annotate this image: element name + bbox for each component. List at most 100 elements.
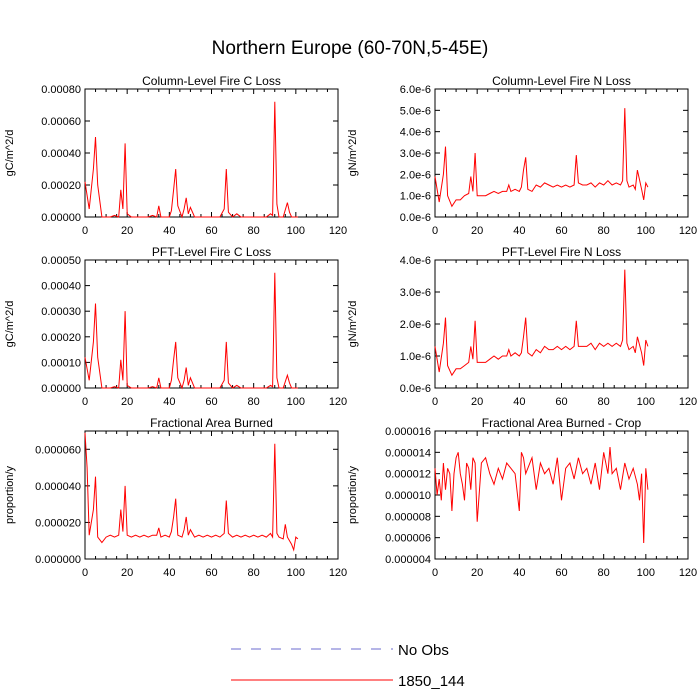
x-tick-label: 20 [121,225,133,237]
y-axis-label: proportion/y [4,465,16,524]
x-tick-label: 60 [555,567,567,579]
y-tick-label: 4.0e-6 [400,255,431,267]
x-tick-label: 80 [248,225,260,237]
legend-label-2: 1850_144 [398,673,465,690]
y-tick-label: 4.0e-6 [400,127,431,139]
series-line-1850_144 [84,272,298,390]
y-tick-label: 0.00030 [41,306,81,318]
x-tick-label: 60 [555,225,567,237]
x-tick-label: 0 [82,396,88,408]
series-line-1850_144 [434,108,649,208]
y-tick-label: 0.000004 [385,554,431,566]
x-tick-label: 40 [513,225,525,237]
panel-title: Column-Level Fire N Loss [492,74,631,88]
chart-panel-3: PFT-Level Fire C Loss 0 20 40 60 80 100 120 0.00… [4,245,347,408]
x-tick-label: 40 [163,396,175,408]
x-tick-label: 100 [287,567,305,579]
y-tick-label: 0.00040 [41,148,81,160]
x-tick-label: 40 [513,396,525,408]
y-tick-label: 6.0e-6 [400,84,431,96]
panel-title: PFT-Level Fire C Loss [152,245,271,259]
x-tick-label: 20 [471,225,483,237]
y-tick-label: 0.00000 [41,383,81,395]
chart-panel-5: Fractional Area Burned 0 20 40 60 80 100 120 0.0… [4,416,347,579]
series-line-1850_144 [84,101,298,219]
y-tick-label: 0.000016 [385,426,431,438]
y-tick-label: 1.0e-6 [400,351,431,363]
chart-panel-4: PFT-Level Fire N Loss 0 20 40 60 80 100 120 0.0e… [347,245,697,408]
x-tick-label: 100 [637,225,655,237]
x-tick-label: 60 [205,396,217,408]
x-tick-label: 100 [637,567,655,579]
y-tick-label: 0.00040 [41,281,81,293]
y-tick-label: 0.000012 [385,469,431,481]
y-tick-label: 0.000010 [385,490,431,502]
panel-title: Fractional Area Burned [150,416,273,430]
x-tick-label: 100 [287,396,305,408]
y-axis-label: gN/m^2/d [347,130,359,177]
y-tick-label: 0.000014 [385,447,431,459]
x-tick-label: 20 [471,396,483,408]
x-tick-label: 120 [329,567,347,579]
x-tick-label: 80 [598,396,610,408]
x-tick-label: 120 [679,225,697,237]
series-line-1850_144 [434,269,649,377]
plot-frame [434,259,689,389]
x-tick-label: 20 [121,567,133,579]
y-axis-label: proportion/y [347,465,359,524]
y-tick-label: 3.0e-6 [400,148,431,160]
x-tick-label: 80 [248,396,260,408]
x-tick-label: 60 [205,567,217,579]
y-tick-label: 3.0e-6 [400,287,431,299]
y-tick-label: 0.000060 [35,444,81,456]
x-tick-label: 80 [598,567,610,579]
y-tick-label: 2.0e-6 [400,319,431,331]
panel-title: Fractional Area Burned - Crop [482,416,642,430]
legend: No Obs 1850_144 [231,642,465,690]
x-tick-label: 120 [329,396,347,408]
plot-frame [434,88,689,218]
x-tick-label: 0 [432,396,438,408]
y-axis-label: gC/m^2/d [4,301,16,348]
x-tick-label: 60 [205,225,217,237]
x-tick-label: 40 [163,225,175,237]
x-tick-label: 120 [679,396,697,408]
chart-panel-6: Fractional Area Burned - Crop 0 20 40 60 80 10… [347,416,697,579]
x-tick-label: 60 [555,396,567,408]
x-tick-label: 80 [598,225,610,237]
chart-panel-1: Column-Level Fire C Loss 0 20 40 60 80 100 120 0… [4,74,347,237]
y-tick-label: 0.000008 [385,511,431,523]
y-tick-label: 0.00060 [41,116,81,128]
y-tick-label: 0.00020 [41,180,81,192]
x-tick-label: 40 [513,567,525,579]
panel-title: Column-Level Fire C Loss [142,74,281,88]
chart-panel-2: Column-Level Fire N Loss 0 20 40 60 80 100 120 0… [347,74,697,237]
y-axis-label: gC/m^2/d [4,130,16,177]
panel-title: PFT-Level Fire N Loss [502,245,621,259]
y-tick-label: 2.0e-6 [400,169,431,181]
y-tick-label: 0.000020 [35,517,81,529]
x-tick-label: 0 [82,225,88,237]
y-tick-label: 0.000006 [385,533,431,545]
x-tick-label: 0 [432,225,438,237]
figure-title: Northern Europe (60-70N,5-45E) [211,38,489,59]
x-tick-label: 20 [471,567,483,579]
y-tick-label: 0.00050 [41,255,81,267]
series-line-1850_144 [84,432,299,552]
y-tick-label: 0.0e-6 [400,212,431,224]
y-tick-label: 5.0e-6 [400,105,431,117]
x-tick-label: 0 [432,567,438,579]
x-tick-label: 40 [163,567,175,579]
y-axis-label: gN/m^2/d [347,301,359,348]
series-line-1850_144 [434,446,649,544]
legend-label-1: No Obs [398,642,449,659]
plot-frame [434,430,689,560]
x-tick-label: 120 [679,567,697,579]
x-tick-label: 100 [287,225,305,237]
x-tick-label: 20 [121,396,133,408]
y-tick-label: 0.00080 [41,84,81,96]
y-tick-label: 1.0e-6 [400,191,431,203]
y-tick-label: 0.0e-6 [400,383,431,395]
x-tick-label: 120 [329,225,347,237]
